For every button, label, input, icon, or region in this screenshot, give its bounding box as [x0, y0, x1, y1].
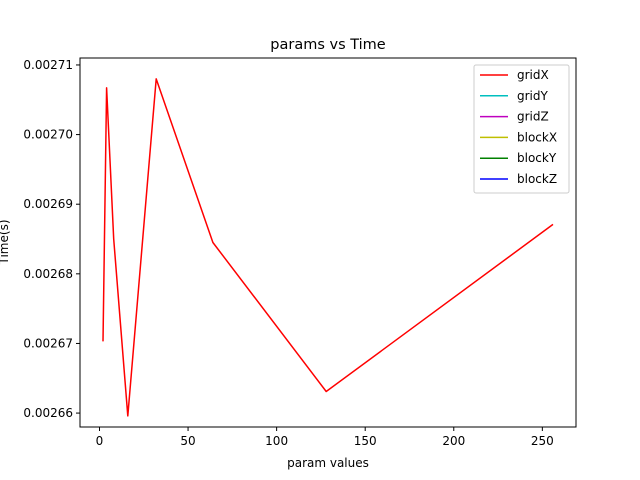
legend-label-gridY: gridY: [517, 89, 549, 103]
y-tick-label: 0.00267: [23, 336, 73, 350]
x-tick-label: 150: [354, 434, 377, 448]
legend: gridX gridY gridZ blockX blockY blockZ: [473, 64, 570, 194]
legend-box: [473, 64, 570, 194]
legend-label-blockX: blockX: [517, 130, 557, 144]
legend-label-gridZ: gridZ: [517, 110, 549, 124]
y-tick-label: 0.00266: [23, 406, 73, 420]
plot-area: [102, 78, 554, 417]
x-tick-label: 100: [265, 434, 288, 448]
y-tick-label: 0.00270: [23, 128, 73, 142]
x-tick-label: 250: [531, 434, 554, 448]
axis-ticks: 0 50 100 150 200 250 0.00266 0.00267 0.00268 0.00…: [23, 58, 553, 448]
x-tick-label: 0: [96, 434, 104, 448]
x-axis-label: param values: [287, 456, 369, 470]
legend-label-blockY: blockY: [517, 151, 557, 165]
x-tick-label: 50: [180, 434, 195, 448]
y-tick-label: 0.00268: [23, 267, 73, 281]
y-tick-label: 0.00269: [23, 197, 73, 211]
chart-title: params vs Time: [270, 37, 386, 53]
y-axis-label: Time(s): [0, 220, 11, 266]
x-tick-label: 200: [442, 434, 465, 448]
axes-frame: [79, 57, 577, 428]
legend-label-gridX: gridX: [517, 68, 549, 82]
legend-label-blockZ: blockZ: [517, 172, 557, 186]
y-tick-label: 0.00271: [23, 58, 73, 72]
series-line-gridX: [102, 78, 554, 417]
